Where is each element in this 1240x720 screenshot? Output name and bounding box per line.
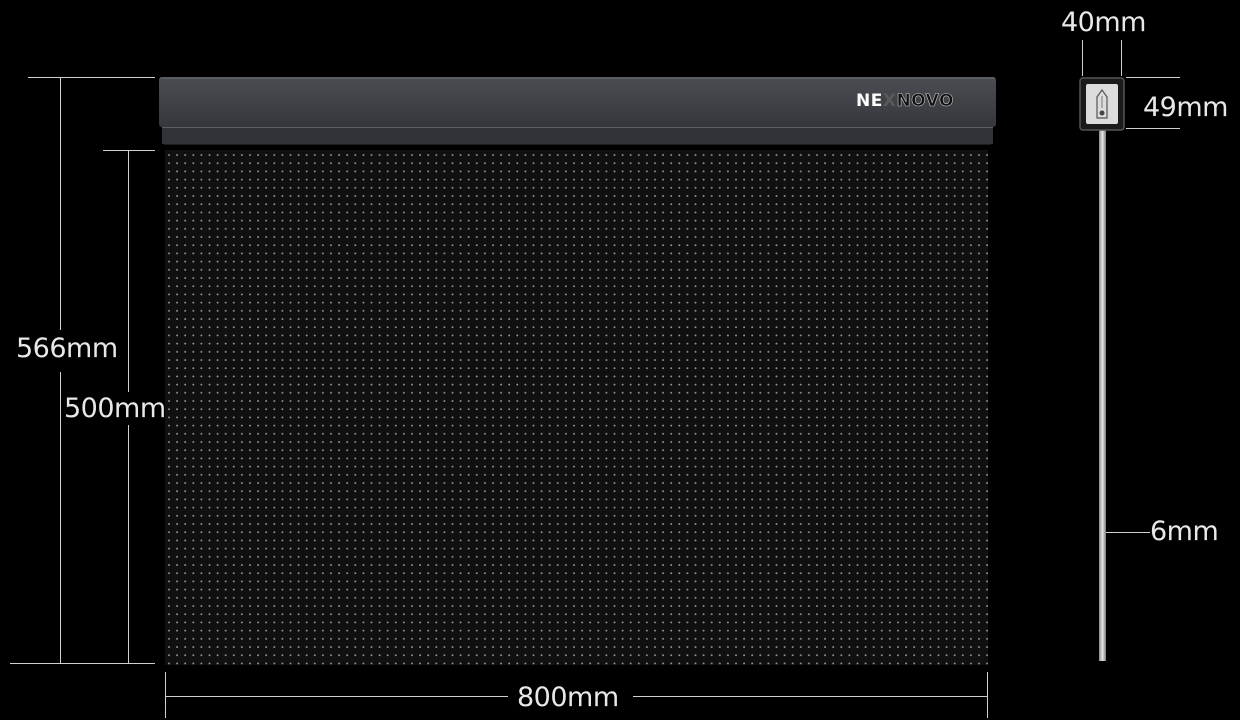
width-dimension <box>165 672 988 718</box>
brand-logo-mark: X <box>882 91 897 111</box>
brand-logo: NEXNOVO <box>856 91 954 111</box>
thickness-label: 6mm <box>1150 516 1219 547</box>
header-bar <box>159 77 996 145</box>
profile-dimension-lines <box>1082 40 1180 533</box>
panel-height-label: 500mm <box>64 393 166 424</box>
led-panel <box>165 150 988 665</box>
profile-width-label: 40mm <box>1061 7 1146 38</box>
width-label: 800mm <box>517 682 619 713</box>
side-profile <box>1079 77 1125 661</box>
profile-height-label: 49mm <box>1143 92 1228 123</box>
brand-logo-suffix: NOVO <box>896 91 954 111</box>
total-height-dimension <box>10 77 155 664</box>
panel-height-dimension <box>103 150 155 663</box>
total-height-label: 566mm <box>16 333 118 364</box>
brand-logo-prefix: NE <box>856 91 883 111</box>
